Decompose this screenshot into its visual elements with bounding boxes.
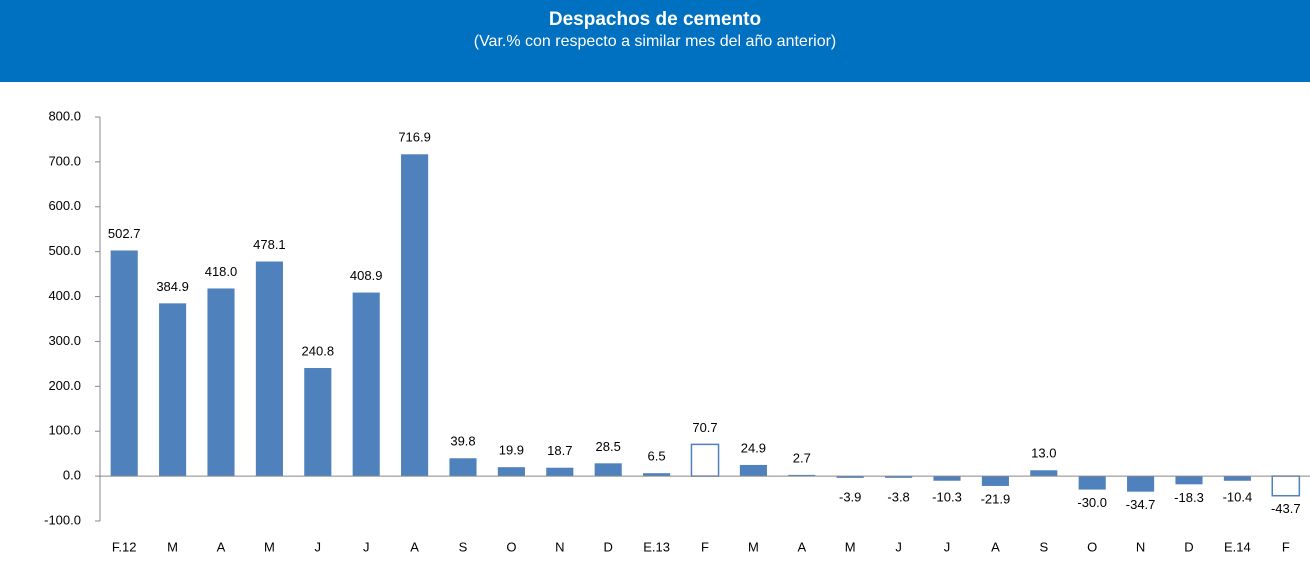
bar	[1078, 476, 1106, 490]
value-label: 18.7	[547, 443, 572, 458]
value-label: 24.9	[741, 440, 766, 455]
x-tick-label: M	[845, 539, 856, 554]
value-label: 13.0	[1031, 446, 1056, 461]
x-tick-label: J	[895, 539, 902, 554]
x-tick-label: A	[217, 539, 226, 554]
value-label: 716.9	[398, 130, 431, 145]
bar	[352, 292, 380, 477]
x-tick-label: E.14	[1224, 539, 1251, 554]
x-tick-label: O	[506, 539, 516, 554]
value-label: 418.0	[205, 264, 238, 279]
value-label: 6.5	[648, 449, 666, 464]
bar	[1030, 470, 1058, 477]
value-label: 240.8	[302, 343, 335, 358]
value-label: 478.1	[253, 237, 286, 252]
y-tick-label: 400.0	[48, 288, 81, 303]
value-label: 39.8	[450, 434, 475, 449]
bar	[449, 458, 477, 477]
bar	[1271, 475, 1301, 497]
chart-subtitle: (Var.% con respecto a similar mes del añ…	[473, 33, 837, 50]
x-tick-label: M	[264, 539, 275, 554]
x-tick-label: O	[1087, 539, 1097, 554]
bar	[1175, 476, 1203, 485]
chart-title: Despachos de cemento	[548, 9, 762, 30]
value-label: -18.3	[1174, 490, 1204, 505]
bar	[159, 303, 187, 477]
y-tick-label: 700.0	[48, 153, 81, 168]
bar	[788, 474, 816, 477]
bar	[933, 476, 961, 481]
value-label: 408.9	[350, 268, 383, 283]
x-tick-label: A	[797, 539, 806, 554]
bar	[255, 261, 283, 477]
bar	[1127, 476, 1155, 492]
x-tick-label: S	[459, 539, 468, 554]
bar	[739, 464, 767, 477]
x-tick-label: M	[167, 539, 178, 554]
x-tick-label: S	[1039, 539, 1048, 554]
value-label: -10.4	[1223, 490, 1253, 505]
x-tick-label: J	[363, 539, 370, 554]
y-tick-label: -100.0	[44, 512, 81, 527]
bar	[836, 476, 864, 478]
x-tick-label: A	[991, 539, 1000, 554]
x-tick-label: M	[748, 539, 759, 554]
y-tick-label: 100.0	[48, 423, 81, 438]
bar	[304, 368, 332, 477]
x-tick-label: N	[555, 539, 564, 554]
bar	[207, 288, 235, 477]
x-tick-label: F	[1282, 539, 1290, 554]
y-tick-label: 200.0	[48, 378, 81, 393]
value-label: -43.7	[1271, 501, 1301, 516]
bar	[401, 154, 429, 477]
value-label: 28.5	[596, 439, 621, 454]
x-tick-label: J	[315, 539, 322, 554]
x-tick-label: D	[604, 539, 613, 554]
bar	[497, 467, 525, 477]
bar	[546, 467, 574, 477]
value-label: -10.3	[932, 490, 962, 505]
value-label: 70.7	[692, 420, 717, 435]
value-label: 19.9	[499, 443, 524, 458]
value-label: -21.9	[981, 491, 1011, 506]
x-tick-label: E.13	[643, 539, 670, 554]
value-label: 384.9	[156, 279, 189, 294]
value-label: -30.0	[1077, 495, 1107, 510]
bar	[643, 473, 671, 477]
x-tick-label: F.12	[112, 539, 137, 554]
x-tick-label: D	[1184, 539, 1193, 554]
x-tick-label: J	[944, 539, 951, 554]
x-tick-label: A	[410, 539, 419, 554]
y-tick-label: 600.0	[48, 198, 81, 213]
value-label: -34.7	[1126, 497, 1156, 512]
x-tick-label: N	[1136, 539, 1145, 554]
bar	[690, 443, 720, 477]
bar	[110, 250, 138, 477]
bar	[885, 476, 913, 478]
y-tick-label: 0.0	[63, 468, 81, 483]
header: Despachos de cemento (Var.% con respecto…	[0, 0, 1310, 82]
value-label: -3.8	[887, 490, 909, 505]
bar	[981, 476, 1009, 486]
y-tick-label: 500.0	[48, 243, 81, 258]
value-label: -3.9	[839, 490, 861, 505]
bar	[594, 463, 622, 477]
y-tick-label: 300.0	[48, 333, 81, 348]
bar	[1223, 476, 1251, 481]
x-tick-label: F	[701, 539, 709, 554]
y-tick-label: 800.0	[48, 108, 81, 123]
value-label: 2.7	[793, 450, 811, 465]
value-label: 502.7	[108, 226, 141, 241]
